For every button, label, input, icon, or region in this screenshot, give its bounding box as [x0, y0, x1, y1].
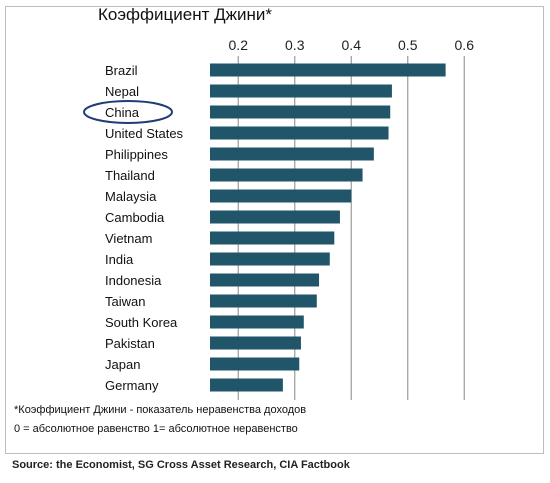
category-label: Taiwan [105, 294, 145, 309]
bar [210, 336, 301, 350]
category-label: Germany [105, 378, 159, 393]
category-label: United States [105, 126, 184, 141]
category-label: Malaysia [105, 189, 157, 204]
bar [210, 168, 363, 182]
bars [210, 63, 446, 392]
bar [210, 378, 283, 392]
x-tick-label: 0.5 [398, 37, 418, 53]
category-label: Nepal [105, 84, 139, 99]
footnote-scale: 0 = абсолютное равенство 1= абсолютное н… [14, 423, 298, 435]
category-label: India [105, 252, 134, 267]
category-label: China [105, 105, 140, 120]
x-tick-labels: 0.2 0.3 0.4 0.5 0.6 [229, 37, 475, 53]
highlight-ellipse [83, 100, 173, 124]
bar [210, 315, 304, 329]
category-label: Pakistan [105, 336, 155, 351]
category-label: Indonesia [105, 273, 162, 288]
bar [210, 357, 300, 371]
footnote-definition: *Коэффициент Джини - показатель неравенс… [14, 404, 307, 416]
category-label: Japan [105, 357, 140, 372]
category-label: South Korea [105, 315, 178, 330]
category-label: Vietnam [105, 231, 152, 246]
category-label: Brazil [105, 63, 138, 78]
x-tick-label: 0.6 [455, 37, 475, 53]
bar [210, 210, 340, 224]
bar [210, 252, 330, 266]
bar [210, 294, 317, 308]
source-note: Source: the Economist, SG Cross Asset Re… [12, 459, 350, 471]
bar [210, 105, 391, 119]
category-label: Thailand [105, 168, 155, 183]
bar [210, 231, 335, 245]
bar [210, 63, 446, 77]
bar [210, 273, 320, 287]
x-tick-label: 0.2 [229, 37, 249, 53]
category-labels: Brazil Nepal China United States Philippines… [105, 63, 184, 393]
bar [210, 147, 374, 161]
chart-title: Коэффициент Джини* [98, 5, 272, 24]
bar [210, 126, 389, 140]
category-label: Philippines [105, 147, 168, 162]
category-label: Cambodia [105, 210, 165, 225]
x-tick-label: 0.4 [342, 37, 362, 53]
bar [210, 84, 392, 98]
x-tick-label: 0.3 [285, 37, 305, 53]
bar [210, 189, 352, 203]
